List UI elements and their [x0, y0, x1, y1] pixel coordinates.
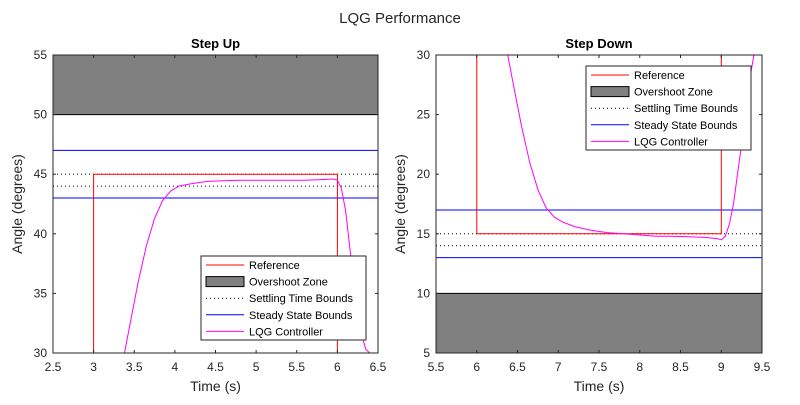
- x-tick-label: 7: [555, 360, 562, 374]
- legend-item-settling-time-bounds: Settling Time Bounds: [206, 293, 353, 305]
- legend: Reference Overshoot Zone Settling Time Bou…: [585, 65, 752, 151]
- legend-item-settling-time-bounds: Settling Time Bounds: [591, 103, 738, 115]
- y-tick-label: 10: [417, 286, 431, 300]
- legend-item-reference: Reference: [591, 70, 685, 82]
- y-tick-label: 35: [34, 286, 48, 300]
- x-tick-label: 8.5: [672, 360, 689, 374]
- legend-label: Steady State Bounds: [634, 120, 738, 132]
- x-tick-label: 5.5: [428, 360, 445, 374]
- legend-item-steady-state-bounds: Steady State Bounds: [206, 310, 353, 322]
- legend-item-overshoot-zone: Overshoot Zone: [590, 86, 713, 99]
- x-tick-label: 5.5: [288, 360, 305, 374]
- legend-label: Reference: [634, 70, 685, 82]
- y-tick-label: 50: [34, 108, 48, 122]
- y-tick-label: 30: [34, 346, 48, 360]
- y-tick-label: 5: [423, 346, 430, 360]
- y-axis-label: Angle (degrees): [392, 154, 408, 254]
- x-tick-label: 2.5: [45, 360, 62, 374]
- legend-item-lqg-controller: LQG Controller: [206, 326, 323, 338]
- lqg-controller-line: [507, 55, 755, 241]
- y-tick-label: 25: [417, 108, 431, 122]
- legend-label: Settling Time Bounds: [634, 103, 738, 115]
- x-tick-label: 6: [334, 360, 341, 374]
- figure-title: LQG Performance: [339, 10, 461, 27]
- reference-line: [436, 55, 762, 235]
- legend-label: Reference: [249, 260, 300, 272]
- y-axis-label: Angle (degrees): [9, 154, 25, 254]
- y-tick-label: 55: [34, 48, 48, 62]
- subplot-2: 5.5 6 6.5 7 7.5 8 8.5 9 9.5 5 10 15 20 25 30 Step Down T…: [392, 36, 771, 394]
- x-tick-label: 8: [636, 360, 643, 374]
- legend-label: LQG Controller: [634, 136, 708, 148]
- subplot-title: Step Down: [565, 36, 632, 51]
- legend-box: [585, 65, 752, 151]
- y-tick-label: 40: [34, 227, 48, 241]
- x-tick-label: 5: [253, 360, 260, 374]
- legend-item-steady-state-bounds: Steady State Bounds: [591, 120, 738, 132]
- legend-label: Overshoot Zone: [249, 277, 328, 289]
- x-tick-label: 3.5: [126, 360, 143, 374]
- x-tick-label: 6: [473, 360, 480, 374]
- y-tick-label: 15: [417, 227, 431, 241]
- legend-label: Steady State Bounds: [249, 310, 353, 322]
- legend-swatch: [205, 276, 245, 288]
- legend-swatch: [590, 86, 630, 98]
- x-tick-label: 6.5: [509, 360, 526, 374]
- legend-label: LQG Controller: [249, 326, 323, 338]
- legend-box: [200, 255, 367, 341]
- legend: Reference Overshoot Zone Settling Time Bou…: [200, 255, 367, 341]
- legend-label: Settling Time Bounds: [249, 293, 353, 305]
- y-tick-label: 45: [34, 167, 48, 181]
- subplot-title: Step Up: [191, 36, 240, 51]
- overshoot-zone: [53, 55, 378, 115]
- x-tick-label: 9: [718, 360, 725, 374]
- x-tick-label: 3: [90, 360, 97, 374]
- x-tick-label: 7.5: [591, 360, 608, 374]
- overshoot-zone: [436, 293, 762, 353]
- x-tick-label: 4.5: [207, 360, 224, 374]
- plot-content: [53, 55, 378, 353]
- x-axis-label: Time (s): [574, 378, 625, 394]
- legend-item-lqg-controller: LQG Controller: [591, 136, 708, 148]
- x-axis-label: Time (s): [190, 378, 241, 394]
- plot-content: [436, 55, 762, 353]
- y-tick-label: 20: [417, 167, 431, 181]
- legend-label: Overshoot Zone: [634, 87, 713, 99]
- reference-line: [53, 173, 378, 353]
- x-tick-label: 4: [172, 360, 179, 374]
- x-tick-label: 6.5: [370, 360, 387, 374]
- subplot-1: 2.5 3 3.5 4 4.5 5 5.5 6 6.5 30 35 40 45 50 55 Step Up Ti…: [9, 36, 387, 394]
- x-tick-label: 9.5: [754, 360, 771, 374]
- legend-item-overshoot-zone: Overshoot Zone: [205, 276, 328, 289]
- y-tick-label: 30: [417, 48, 431, 62]
- legend-item-reference: Reference: [206, 260, 300, 272]
